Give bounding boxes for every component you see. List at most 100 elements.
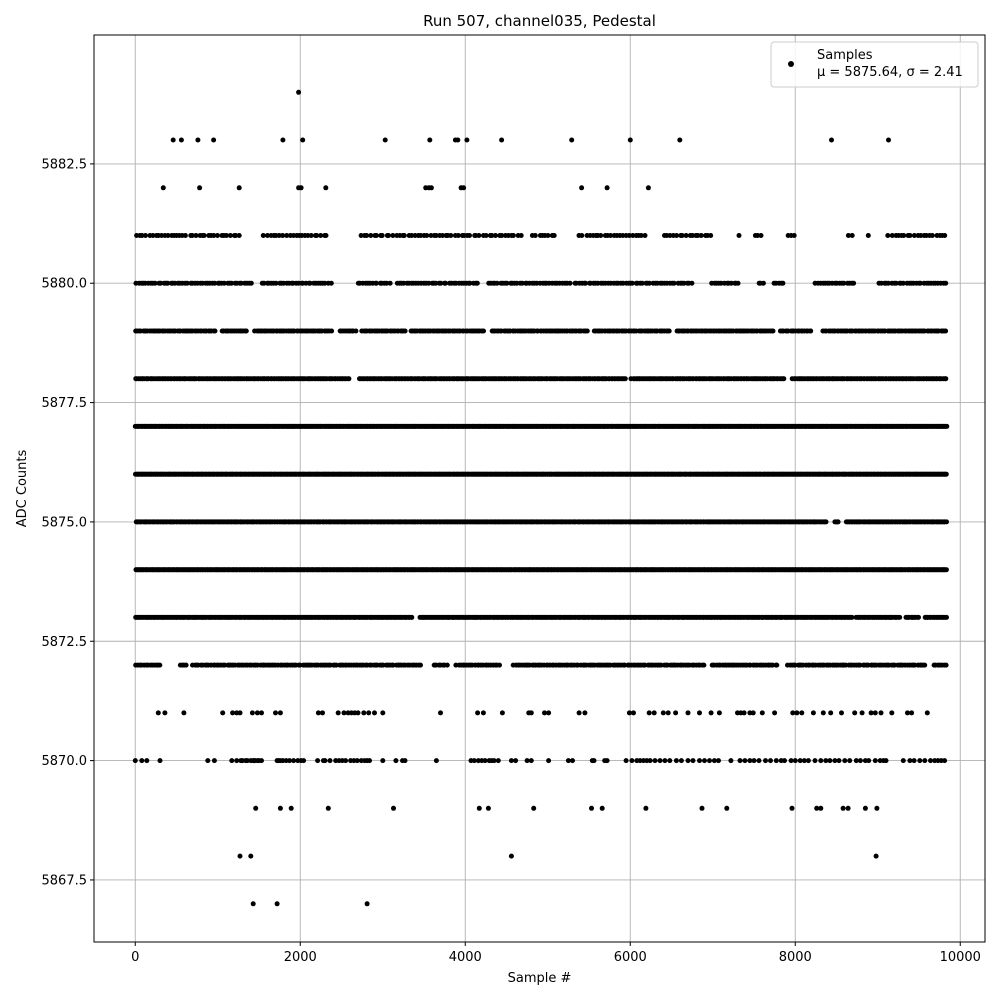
sample-point: [836, 758, 842, 764]
sample-point: [823, 519, 829, 525]
sample-point: [426, 280, 432, 286]
sample-point: [427, 137, 433, 143]
sample-point: [801, 758, 807, 764]
sample-point: [702, 758, 707, 764]
sample-point: [189, 233, 195, 238]
sample-point: [917, 280, 923, 286]
sample-point: [284, 233, 290, 238]
sample-point: [660, 710, 666, 716]
sample-point: [211, 758, 217, 764]
sample-point: [499, 233, 505, 238]
sample-point: [542, 710, 547, 716]
sample-point: [666, 328, 672, 334]
sample-point: [545, 233, 551, 238]
sample-point: [221, 280, 227, 286]
sample-point: [889, 233, 895, 238]
sample-point: [499, 710, 505, 716]
sample-point: [707, 758, 712, 764]
sample-point: [905, 710, 910, 716]
sample-point: [528, 758, 534, 764]
sample-point: [889, 710, 895, 716]
sample-point: [741, 710, 747, 716]
sample-point: [448, 233, 454, 238]
sample-point: [759, 710, 765, 716]
sample-point: [424, 233, 430, 238]
sample-point: [249, 710, 255, 716]
sample-point: [274, 901, 280, 907]
sample-point: [323, 233, 329, 238]
sample-point: [911, 233, 917, 238]
sample-point: [901, 233, 907, 238]
sample-point: [845, 233, 851, 238]
sample-point: [551, 233, 557, 238]
sample-point: [780, 280, 786, 286]
sample-point: [300, 137, 306, 143]
sample-point: [690, 758, 696, 764]
sample-point: [236, 185, 242, 191]
sample-point: [212, 328, 218, 334]
sample-point: [885, 233, 891, 238]
sample-point: [380, 710, 386, 716]
sample-point: [393, 758, 399, 764]
sample-point: [673, 758, 679, 764]
sample-point: [237, 853, 243, 859]
sample-point: [758, 233, 764, 238]
sample-point: [229, 280, 234, 286]
sample-point: [900, 758, 906, 764]
sample-point: [911, 758, 917, 764]
data-points: [132, 89, 950, 907]
sample-point: [862, 805, 868, 811]
sample-point: [626, 710, 632, 716]
sample-point: [329, 328, 335, 334]
sample-point: [883, 758, 889, 764]
sample-point: [287, 758, 292, 764]
sample-point: [642, 233, 648, 238]
sample-point: [455, 137, 461, 143]
sample-point: [735, 280, 741, 286]
sample-point: [220, 710, 226, 716]
sample-point: [476, 805, 482, 811]
sample-point: [531, 805, 537, 811]
sample-point: [315, 758, 321, 764]
sample-point: [132, 758, 138, 764]
sample-point: [584, 328, 590, 334]
sample-point: [859, 710, 865, 716]
sample-point: [788, 758, 794, 764]
sample-point: [647, 758, 653, 764]
sample-point: [756, 758, 762, 764]
sample-point: [476, 233, 482, 238]
sample-point: [569, 137, 575, 143]
sample-point: [924, 710, 930, 716]
sample-point: [662, 758, 668, 764]
sample-point: [178, 137, 184, 143]
sample-point: [638, 233, 644, 238]
sample-point: [832, 758, 838, 764]
sample-point: [773, 758, 779, 764]
sample-point: [320, 710, 325, 716]
sample-point: [708, 233, 714, 238]
sample-point: [893, 280, 899, 286]
sample-point: [697, 710, 702, 716]
sample-point: [181, 710, 187, 716]
sample-point: [205, 758, 211, 764]
sample-point: [157, 758, 163, 764]
sample-point: [929, 233, 935, 238]
sample-point: [842, 758, 848, 764]
sample-point: [872, 710, 878, 716]
sample-point: [158, 280, 164, 286]
sample-point: [853, 758, 859, 764]
sample-point: [386, 233, 391, 238]
sample-point: [708, 710, 714, 716]
sample-point: [273, 710, 278, 716]
sample-point: [165, 280, 171, 286]
sample-point: [211, 233, 217, 238]
sample-point: [165, 233, 171, 238]
sample-point: [942, 233, 948, 238]
sample-point: [849, 233, 855, 238]
sample-point: [382, 137, 388, 143]
sample-point: [508, 853, 514, 859]
sample-point: [265, 233, 270, 238]
sample-point: [301, 758, 307, 764]
